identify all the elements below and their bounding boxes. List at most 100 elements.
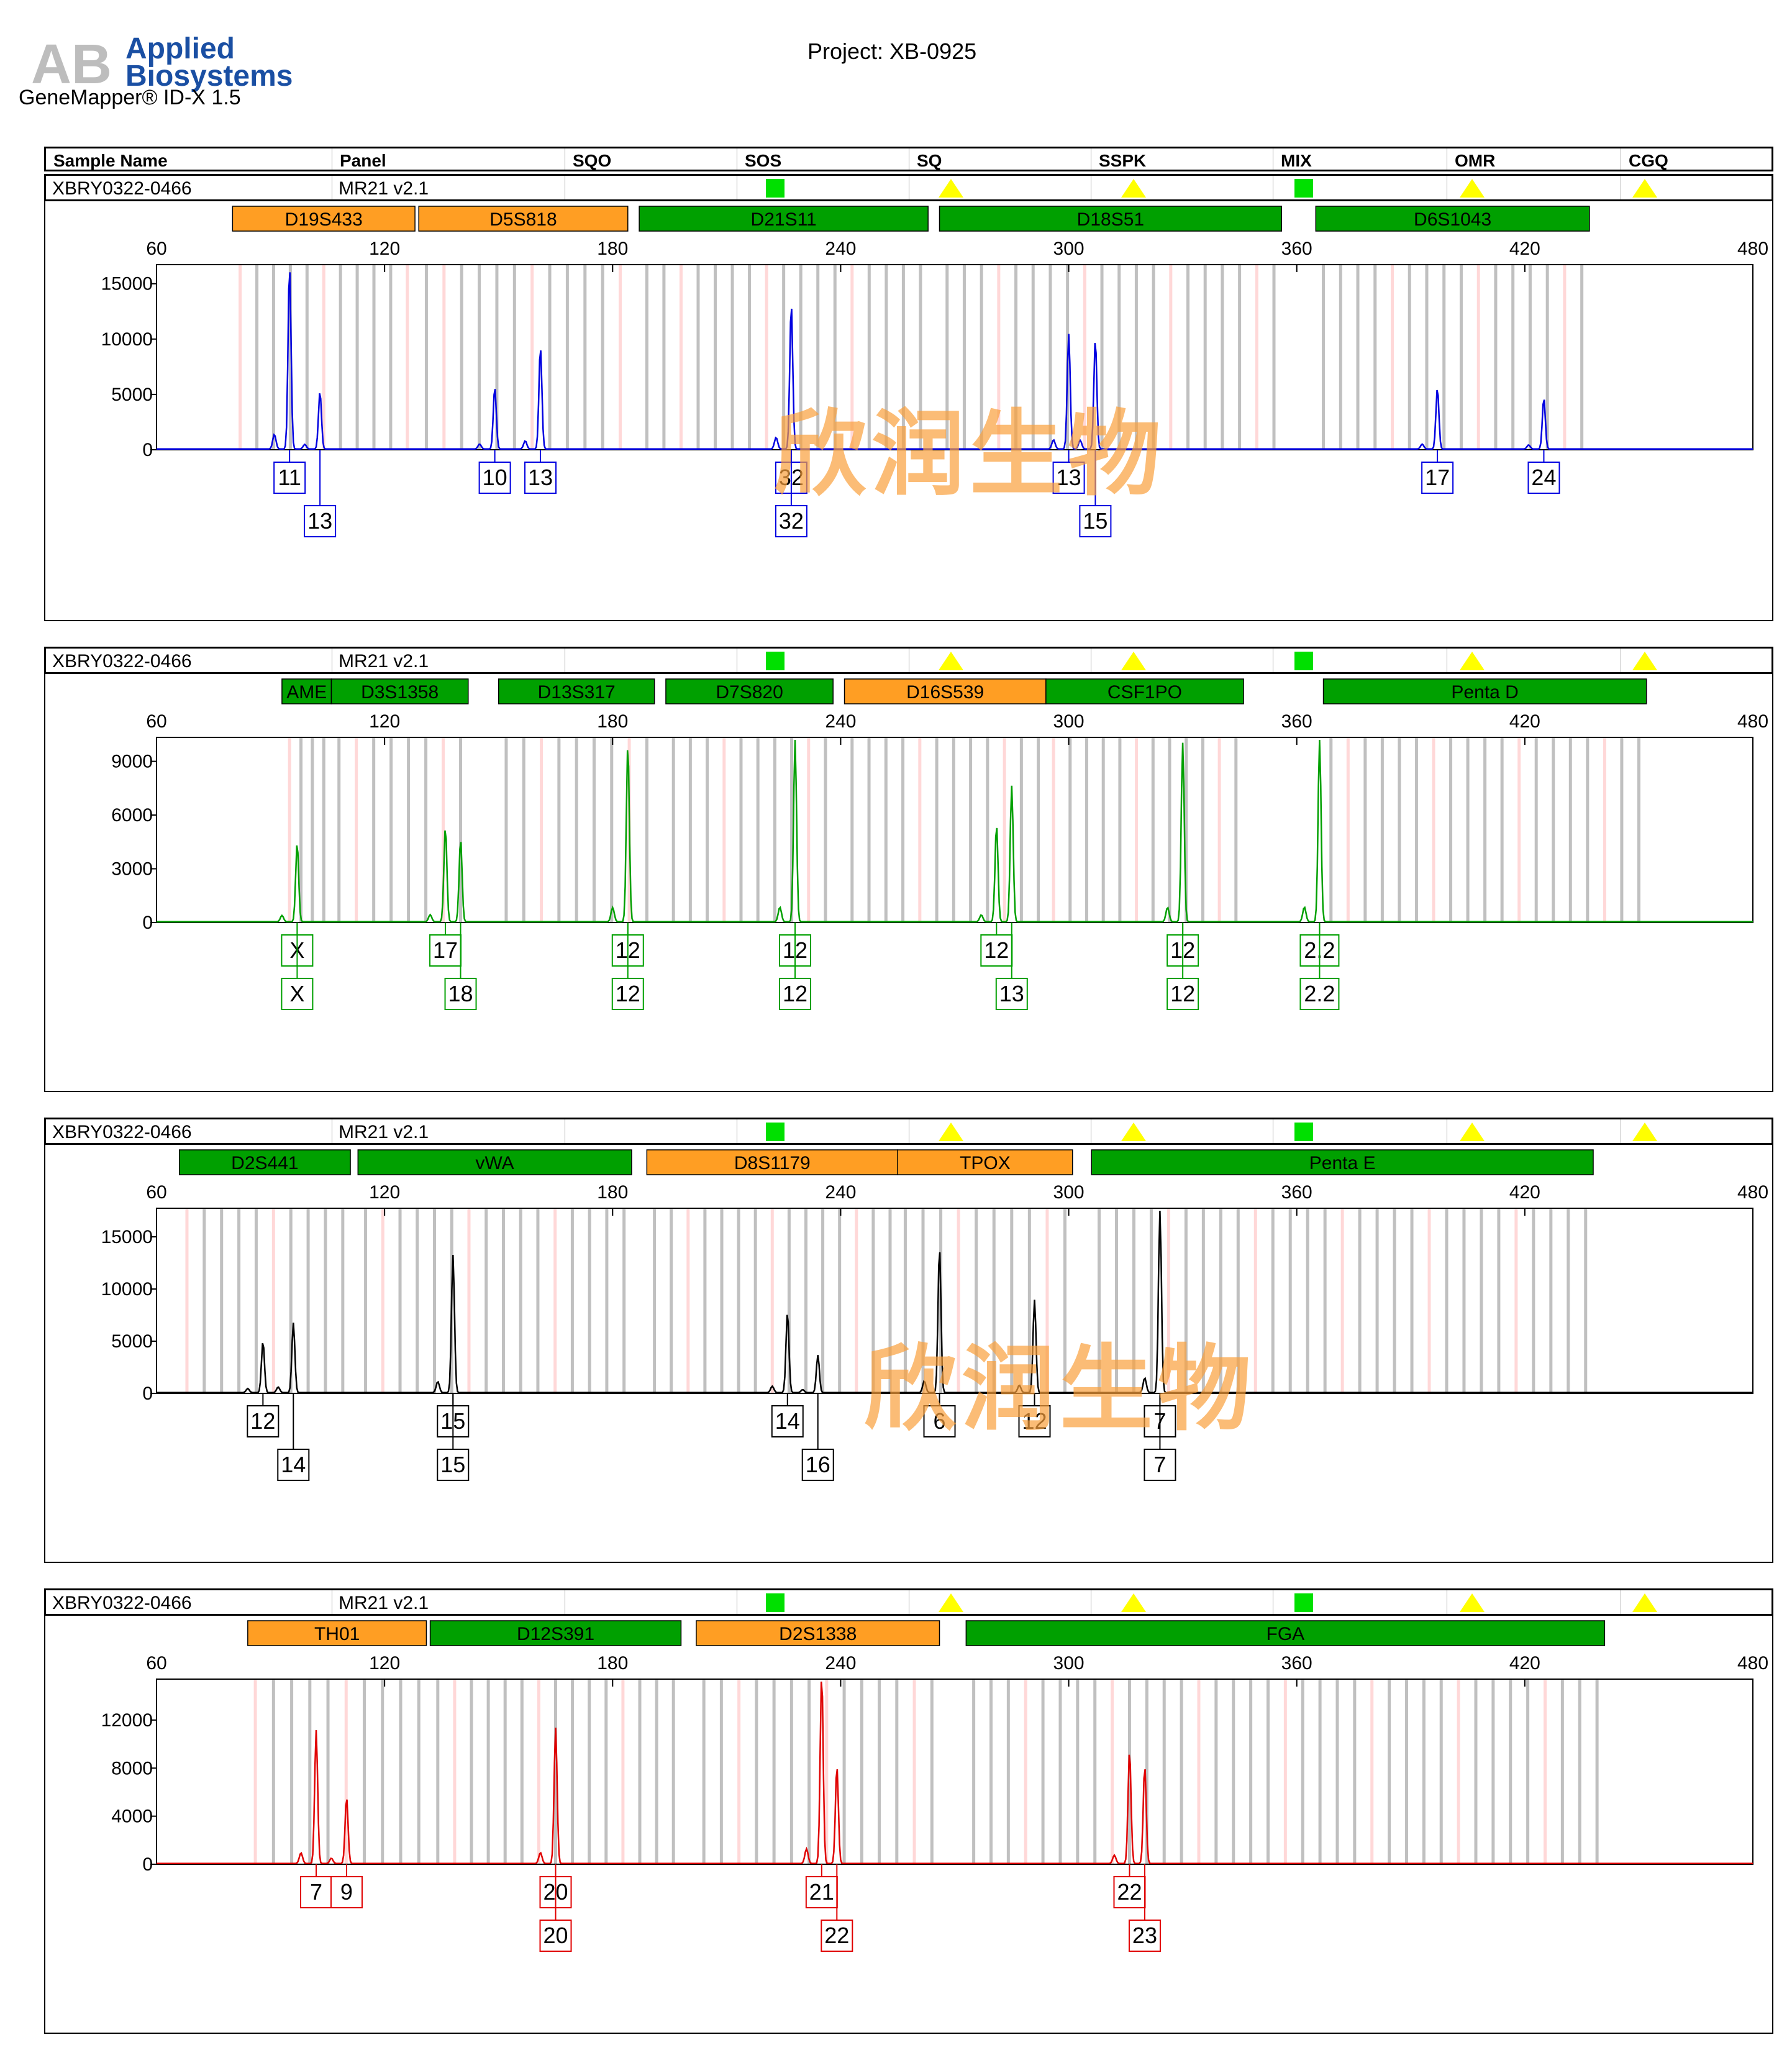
sample-info-row[interactable]: XBRY0322-0466 MR21 v2.1 <box>44 1118 1773 1145</box>
allele-label-box[interactable] <box>478 462 511 494</box>
allele-label-box[interactable] <box>330 1876 363 1908</box>
allele-label-box[interactable] <box>771 1405 804 1437</box>
marker-bar-d12s391[interactable] <box>429 1620 682 1646</box>
check-flag-icon[interactable] <box>939 652 963 670</box>
check-flag-icon[interactable] <box>1632 652 1657 670</box>
pass-flag-icon[interactable] <box>1294 652 1313 670</box>
check-flag-icon[interactable] <box>939 1593 963 1612</box>
allele-label-box[interactable] <box>1421 462 1454 494</box>
pass-flag-icon[interactable] <box>766 1123 785 1141</box>
check-flag-icon[interactable] <box>939 1123 963 1141</box>
allele-label-box[interactable] <box>1527 462 1560 494</box>
allele-label-box[interactable] <box>1144 1449 1176 1481</box>
allele-label-box[interactable] <box>1167 978 1199 1010</box>
allele-label-box[interactable] <box>429 934 462 967</box>
check-flag-icon[interactable] <box>1460 652 1485 670</box>
trace-red <box>157 1681 1753 1865</box>
marker-bar-penta-e[interactable] <box>1091 1149 1594 1175</box>
allele-label-box[interactable] <box>444 978 477 1010</box>
marker-bar-tpox[interactable] <box>897 1149 1073 1175</box>
marker-bar-penta-d[interactable] <box>1322 678 1647 704</box>
marker-label: D8S1179 <box>734 1153 811 1173</box>
allele-label-box[interactable] <box>437 1449 470 1481</box>
allele-label-box[interactable] <box>247 1405 280 1437</box>
pass-flag-icon[interactable] <box>766 1593 785 1612</box>
pass-flag-icon[interactable] <box>1294 1593 1313 1612</box>
allele-label-box[interactable] <box>1079 505 1112 537</box>
check-flag-icon[interactable] <box>1460 1593 1485 1612</box>
check-flag-icon[interactable] <box>1121 1593 1146 1612</box>
allele-label-box[interactable] <box>273 462 306 494</box>
y-tick-label: 0 <box>142 913 153 933</box>
marker-bar-d16s539[interactable] <box>844 678 1047 704</box>
marker-bar-d5s818[interactable] <box>418 206 629 232</box>
allele-label-box[interactable] <box>1052 462 1085 494</box>
check-flag-icon[interactable] <box>939 179 963 198</box>
allele-label-box[interactable] <box>304 505 337 537</box>
col-sos[interactable]: SOS <box>737 148 909 170</box>
check-flag-icon[interactable] <box>1121 179 1146 198</box>
col-cgq[interactable]: CGQ <box>1621 148 1775 170</box>
marker-bar-d2s1338[interactable] <box>696 1620 940 1646</box>
allele-label-box[interactable] <box>539 1920 572 1952</box>
check-flag-icon[interactable] <box>1460 1123 1485 1141</box>
x-tick-label: 240 <box>825 1653 856 1674</box>
allele-label-box[interactable] <box>300 1876 332 1908</box>
panel-name-cell: MR21 v2.1 <box>332 649 565 672</box>
marker-bar-d13s317[interactable] <box>498 678 655 704</box>
allele-label-box[interactable] <box>801 1449 834 1481</box>
col-sq[interactable]: SQ <box>909 148 1091 170</box>
allele-label-box[interactable] <box>524 462 557 494</box>
check-flag-icon[interactable] <box>1632 1593 1657 1612</box>
col-panel[interactable]: Panel <box>332 148 565 170</box>
marker-bar-d21s11[interactable] <box>639 206 929 232</box>
marker-label: D3S1358 <box>361 682 439 703</box>
col-sspk[interactable]: SSPK <box>1091 148 1273 170</box>
allele-label-box[interactable] <box>611 978 644 1010</box>
sample-info-row[interactable]: XBRY0322-0466 MR21 v2.1 <box>44 1588 1773 1616</box>
allele-label-box[interactable] <box>277 1449 310 1481</box>
col-sample-name[interactable]: Sample Name <box>53 151 168 170</box>
marker-bar-d6s1043[interactable] <box>1315 206 1590 232</box>
allele-label-box[interactable] <box>923 1405 956 1437</box>
col-omr[interactable]: OMR <box>1447 148 1621 170</box>
pass-flag-icon[interactable] <box>766 179 785 198</box>
pass-flag-icon[interactable] <box>1294 179 1313 198</box>
check-flag-icon[interactable] <box>1632 1123 1657 1141</box>
allele-label-box[interactable] <box>775 505 807 537</box>
check-flag-icon[interactable] <box>1632 179 1657 198</box>
col-sqo[interactable]: SQO <box>565 148 737 170</box>
sample-info-row[interactable]: XBRY0322-0466 MR21 v2.1 <box>44 647 1773 674</box>
marker-bar-ame[interactable] <box>281 678 332 704</box>
allele-label-box[interactable] <box>821 1920 853 1952</box>
allele-label-box[interactable] <box>1018 1405 1051 1437</box>
marker-bar-d3s1358[interactable] <box>330 678 469 704</box>
marker-bar-d7s820[interactable] <box>665 678 834 704</box>
pass-flag-icon[interactable] <box>1294 1123 1313 1141</box>
allele-label-box[interactable] <box>779 978 811 1010</box>
x-tick-label: 120 <box>369 1182 400 1203</box>
check-flag-icon[interactable] <box>1460 179 1485 198</box>
check-flag-icon[interactable] <box>1121 1123 1146 1141</box>
marker-bar-csf1po[interactable] <box>1045 678 1244 704</box>
marker-bar-th01[interactable] <box>247 1620 427 1646</box>
col-mix[interactable]: MIX <box>1273 148 1447 170</box>
marker-bar-vwa[interactable] <box>357 1149 632 1175</box>
marker-bar-d18s51[interactable] <box>939 206 1282 232</box>
pass-flag-icon[interactable] <box>766 652 785 670</box>
quality-cell <box>1447 1119 1621 1143</box>
x-tick-label: 60 <box>146 1182 166 1203</box>
marker-bar-d8s1179[interactable] <box>646 1149 898 1175</box>
marker-bar-d19s433[interactable] <box>232 206 416 232</box>
marker-bar-d2s441[interactable] <box>178 1149 351 1175</box>
allele-label-box[interactable] <box>805 1876 838 1908</box>
allele-label-box[interactable] <box>1128 1920 1161 1952</box>
sample-info-row[interactable]: XBRY0322-0466 MR21 v2.1 <box>44 174 1773 201</box>
y-tick-label: 0 <box>142 1854 153 1875</box>
marker-bar-fga[interactable] <box>965 1620 1606 1646</box>
allele-label-box[interactable] <box>995 978 1028 1010</box>
allele-label-box[interactable] <box>1299 978 1340 1010</box>
allele-bins <box>288 737 1640 922</box>
check-flag-icon[interactable] <box>1121 652 1146 670</box>
allele-label-box[interactable] <box>281 978 314 1010</box>
